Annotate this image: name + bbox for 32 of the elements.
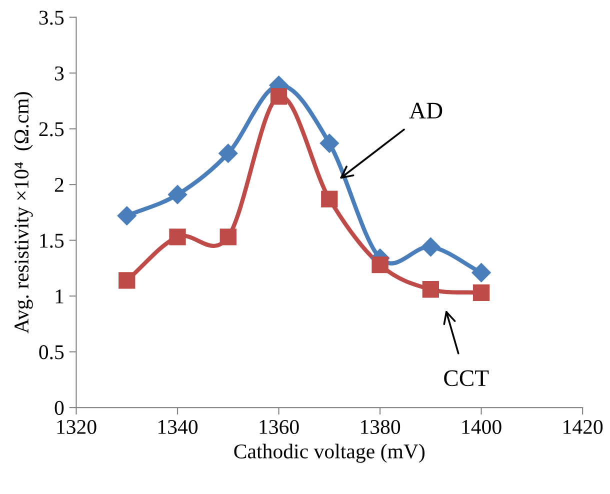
y-tick-label: 2	[54, 178, 64, 192]
y-axis-title: Avg. resistivity ×10⁴ (Ω.cm)	[14, 92, 33, 334]
point	[321, 190, 338, 208]
point	[372, 256, 388, 274]
y-tick-label: 0.5	[39, 345, 64, 360]
point	[422, 281, 439, 298]
x-tick-label: 1360	[260, 420, 299, 434]
y-tick-label: 3.5	[39, 10, 64, 25]
point	[169, 228, 186, 246]
x-tick-label: 1340	[158, 420, 198, 434]
point	[117, 206, 136, 226]
point	[218, 144, 238, 163]
point	[270, 88, 288, 105]
y-tick-label: 1.5	[40, 234, 64, 248]
point	[118, 272, 136, 289]
annotation: CCT	[444, 370, 489, 386]
x-axis-title: Cathodic voltage (mV)	[234, 444, 425, 463]
y-tick-label: 1	[56, 290, 64, 304]
x-tick-label: 1320	[57, 420, 96, 434]
point	[472, 284, 490, 302]
point	[168, 185, 188, 204]
x-tick-label: 1420	[564, 420, 603, 434]
point	[320, 134, 339, 153]
point	[220, 228, 236, 246]
x-tick-label: 1400	[462, 420, 502, 434]
point	[472, 263, 491, 282]
x-tick-label: 1380	[361, 420, 400, 434]
y-tick-label: 2.5	[39, 122, 64, 136]
point	[421, 237, 440, 257]
y-tick-label: 0	[54, 400, 64, 415]
annotation: AD	[409, 102, 442, 118]
y-tick-label: 3	[55, 66, 64, 80]
